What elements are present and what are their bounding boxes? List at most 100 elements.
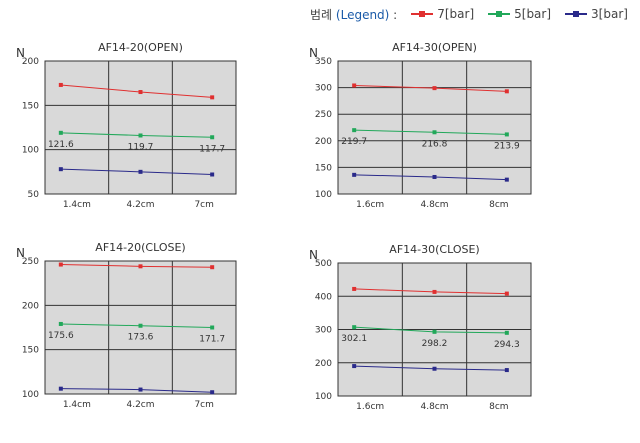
y-tick-label: 200 [315, 137, 332, 147]
x-tick-label: 7cm [194, 200, 213, 210]
legend-swatch-3bar [565, 11, 588, 17]
data-point [432, 289, 437, 294]
chart-4: 100 200 300 400 500 1.6cm 4.8cm 8cm AF14-30(CLOS… [309, 243, 532, 412]
data-point [504, 330, 509, 335]
y-tick-label: 150 [315, 163, 332, 173]
data-point [432, 174, 437, 179]
y-axis-label: N [309, 248, 318, 262]
data-label: 298.2 [422, 339, 448, 349]
data-point [504, 132, 509, 137]
data-label: 119.7 [128, 142, 154, 152]
data-point [210, 390, 215, 395]
x-tick-label: 4.2cm [126, 400, 154, 410]
data-point [352, 83, 357, 88]
data-label: 175.6 [48, 331, 74, 341]
data-label: 219.7 [341, 137, 367, 147]
data-point [504, 177, 509, 182]
legend-label-5bar: 5[bar] [514, 7, 552, 21]
legend-swatch-7bar [411, 11, 434, 17]
data-point [432, 130, 437, 135]
data-point [210, 325, 215, 330]
x-tick-label: 1.4cm [63, 400, 91, 410]
x-tick-label: 8cm [489, 402, 508, 412]
legend: 범례 (Legend) : 7[bar] 5[bar] 3[bar] [310, 3, 636, 25]
data-point [432, 86, 437, 91]
data-point [58, 167, 63, 172]
y-tick-label: 250 [22, 257, 39, 267]
data-point [210, 95, 215, 100]
x-tick-label: 1.4cm [63, 200, 91, 210]
data-point [504, 368, 509, 373]
y-axis-label: N [16, 46, 25, 60]
data-point [58, 82, 63, 87]
data-point [504, 89, 509, 94]
y-tick-label: 100 [22, 390, 39, 400]
chart-title: AF14-30(CLOSE) [389, 243, 479, 256]
chart-title: AF14-20(OPEN) [98, 41, 183, 54]
chart-1: 50 100 150 200 1.4cm 4.2cm 7cm AF14-20(OPEN) N 12… [16, 41, 237, 210]
data-label: 117.7 [199, 144, 225, 154]
plot-area [337, 60, 532, 195]
data-point [210, 265, 215, 270]
y-tick-label: 350 [315, 57, 332, 67]
chart-2: 100 150 200 250 300 350 1.6cm 4.8cm 8cm AF14-30(O… [309, 41, 532, 210]
y-tick-label: 100 [315, 190, 332, 200]
legend-item-3bar: 3[bar] [565, 7, 628, 21]
y-tick-label: 150 [22, 101, 39, 111]
data-label: 121.6 [48, 140, 74, 150]
y-tick-label: 400 [315, 292, 332, 302]
y-tick-label: 200 [22, 57, 39, 67]
data-point [352, 364, 357, 369]
data-point [138, 323, 143, 328]
x-tick-label: 1.6cm [356, 200, 384, 210]
legend-title: 범례 (Legend) : [310, 6, 397, 23]
y-tick-label: 300 [315, 326, 332, 336]
data-point [138, 90, 143, 95]
y-tick-label: 300 [315, 84, 332, 94]
legend-swatch-5bar [488, 11, 511, 17]
y-tick-label: 200 [22, 301, 39, 311]
y-tick-label: 500 [315, 259, 332, 269]
data-label: 216.8 [422, 139, 448, 149]
x-tick-label: 4.2cm [126, 200, 154, 210]
data-point [352, 286, 357, 291]
chart-title: AF14-20(CLOSE) [95, 241, 185, 254]
y-tick-label: 100 [315, 392, 332, 402]
data-point [138, 169, 143, 174]
data-point [432, 366, 437, 371]
y-axis-label: N [16, 246, 25, 260]
data-point [138, 133, 143, 138]
y-tick-label: 100 [22, 146, 39, 156]
data-point [352, 128, 357, 133]
data-label: 173.6 [128, 333, 154, 343]
legend-title-highlight: (Legend) [335, 7, 390, 22]
y-axis-label: N [309, 46, 318, 60]
data-point [58, 321, 63, 326]
data-point [432, 329, 437, 334]
data-point [210, 135, 215, 140]
y-tick-label: 250 [315, 110, 332, 120]
chart-3: 100 150 200 250 1.4cm 4.2cm 7cm AF14-20(CLOSE) N… [16, 241, 237, 410]
y-tick-label: 50 [28, 190, 40, 200]
data-point [138, 387, 143, 392]
data-point [58, 262, 63, 267]
chart-title: AF14-30(OPEN) [392, 41, 477, 54]
data-label: 171.7 [199, 335, 225, 345]
data-point [504, 291, 509, 296]
legend-item-7bar: 7[bar] [411, 7, 474, 21]
data-point [138, 264, 143, 269]
data-label: 213.9 [494, 141, 520, 151]
legend-label-3bar: 3[bar] [591, 7, 628, 21]
x-tick-label: 7cm [194, 400, 213, 410]
x-tick-label: 1.6cm [356, 402, 384, 412]
x-tick-label: 8cm [489, 200, 508, 210]
y-tick-label: 200 [315, 359, 332, 369]
legend-label-7bar: 7[bar] [437, 7, 475, 21]
data-point [352, 172, 357, 177]
data-label: 294.3 [494, 340, 520, 350]
legend-title-suffix: : [389, 7, 398, 22]
data-point [210, 172, 215, 177]
data-point [352, 325, 357, 330]
legend-title-prefix: 범례 [310, 7, 336, 22]
y-tick-label: 150 [22, 346, 39, 356]
